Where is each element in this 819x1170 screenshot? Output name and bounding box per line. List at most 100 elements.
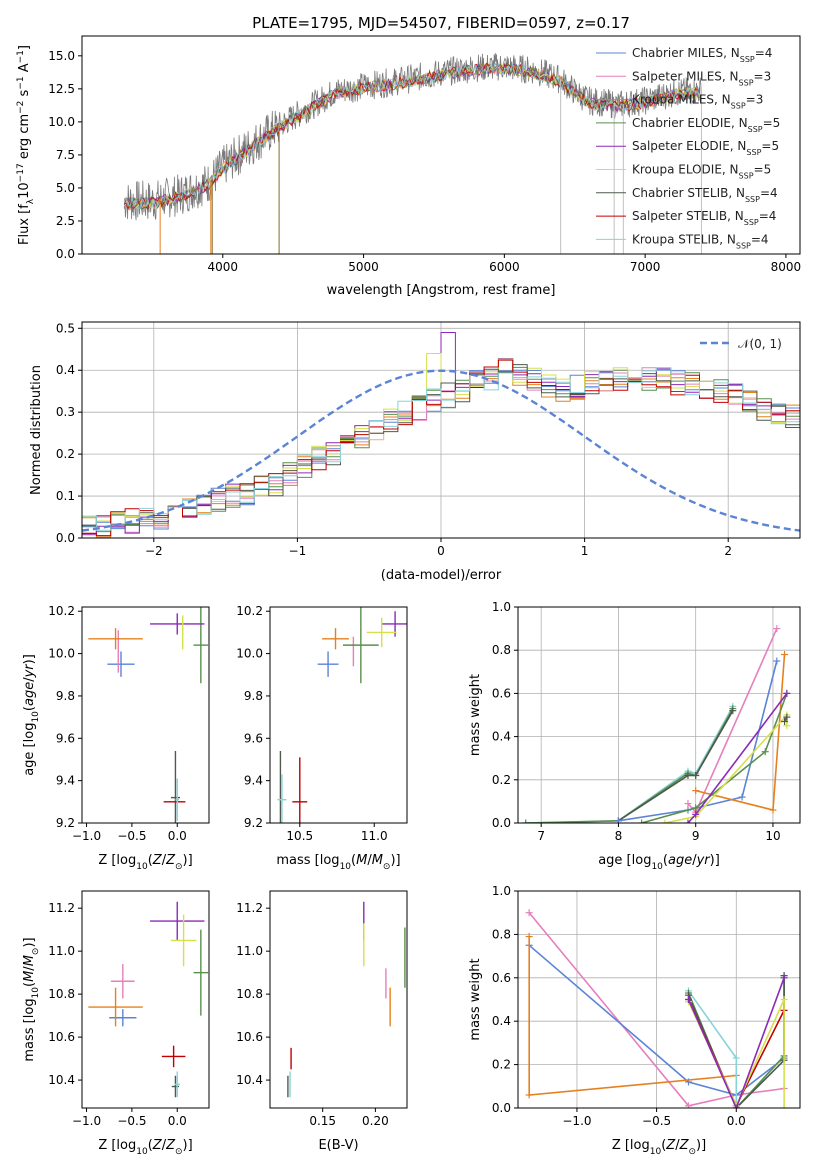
x-axis-label: Z [log10(Z/Z⊙)]: [98, 1138, 192, 1157]
data-point: [150, 613, 205, 635]
axes-mass_vs_ebv: 0.15 0.20 10.4 10.6 10.8 11.0 11.2 E(B-V): [236, 890, 408, 1153]
y-axis-label: mass weight: [468, 674, 483, 756]
axes-age_vs_mass: 10.5 11.0 9.2 9.4 9.6 9.8 10.0 10.2 mass [log10(…: [236, 604, 408, 872]
x-axis-label: mass [log10(M/M⊙)]: [276, 853, 400, 872]
histogram-series-0: [82, 369, 800, 538]
y-tick-label: 10.6: [236, 1030, 263, 1044]
y-tick-label: 0.2: [492, 1058, 511, 1072]
x-tick-label: 0.0: [727, 1114, 746, 1128]
x-tick-label: 7000: [630, 260, 661, 274]
histogram-series-3: [82, 358, 800, 538]
axes-frame: [81, 606, 210, 824]
y-tick-label: 0.0: [492, 1101, 511, 1115]
plot-area-residuals: [82, 332, 800, 538]
y-tick-label: 9.6: [244, 731, 263, 745]
chart-title: PLATE=1795, MJD=54507, FIBERID=0597, z=0…: [252, 14, 630, 32]
weight-series-line: [617, 710, 734, 822]
weight-marker: [783, 722, 791, 730]
weight-marker: [525, 1091, 533, 1099]
legend-label: Chabrier ELODIE, NSSP=5: [632, 116, 780, 133]
y-tick-label: 10.8: [48, 987, 75, 1001]
data-point: [175, 778, 180, 821]
weight-marker: [522, 819, 530, 823]
y-tick-label: 10.8: [236, 987, 263, 1001]
data-point: [171, 1075, 180, 1098]
y-tick-label: 0.8: [492, 643, 511, 657]
x-tick-label: −1.0: [562, 1114, 591, 1128]
data-point: [277, 774, 287, 823]
y-axis-label: mass [log10(M/M⊙)]: [22, 937, 41, 1061]
y-axis-label: age [log10(age/yr)]: [22, 654, 41, 776]
x-tick-label: 1: [581, 544, 589, 558]
histogram-series-6: [82, 364, 800, 538]
y-tick-label: 9.6: [56, 731, 75, 745]
weight-marker: [781, 717, 789, 725]
histogram-series-5: [82, 353, 800, 538]
y-axis-label: mass weight: [468, 958, 483, 1040]
legend-label: Kroupa ELODIE, NSSP=5: [632, 163, 771, 181]
axes-frame: [81, 35, 801, 255]
weight-marker: [661, 819, 669, 823]
weight-marker: [780, 974, 788, 982]
legend-label: 𝒩(0, 1): [738, 337, 782, 351]
weight-marker: [684, 1102, 692, 1108]
x-tick-label: 7: [537, 829, 545, 843]
weight-marker: [773, 657, 781, 665]
axes-residuals: −2 −1 0 1 2 0.0 0.1 0.2 0.3 0.4 0.5 (data-model)/er…: [29, 321, 801, 583]
y-tick-label: 0.2: [492, 773, 511, 787]
axes-mass_vs_Z: −1.0 −0.5 0.0 10.4 10.6 10.8 11.0 11.2 Z [log10(…: [22, 890, 210, 1157]
legend-label: Chabrier STELIB, NSSP=4: [632, 186, 778, 204]
weight-marker: [692, 810, 700, 818]
histogram-series-1: [82, 358, 800, 538]
y-tick-label: 11.0: [236, 944, 263, 958]
weight-series-line: [528, 912, 785, 1107]
weight-marker: [780, 1104, 788, 1108]
y-tick-label: 5.0: [56, 181, 75, 195]
data-point: [111, 964, 135, 999]
legend-label: Salpeter ELODIE, NSSP=5: [632, 139, 779, 157]
x-tick-label: 9: [692, 829, 700, 843]
y-tick-label: 12.5: [48, 82, 75, 96]
plot-area-weight_vs_age: [522, 625, 791, 823]
weight-marker: [729, 707, 737, 715]
weight-series-line: [528, 936, 737, 1096]
weight-marker: [780, 996, 788, 1003]
legend-entry: Kroupa MILES, NSSP=3: [596, 93, 763, 111]
normal-reference-curve: [82, 369, 800, 532]
x-tick-label: 11.0: [361, 829, 388, 843]
x-tick-label: 8: [615, 829, 623, 843]
y-axis-label: Normed distribution: [29, 365, 44, 495]
y-tick-label: 0.4: [492, 1014, 511, 1028]
histogram-series-7: [82, 359, 800, 538]
legend-label: Salpeter STELIB, NSSP=4: [632, 209, 776, 227]
y-tick-label: 10.6: [48, 1030, 75, 1044]
y-tick-label: 15.0: [48, 49, 75, 63]
data-point: [322, 628, 349, 650]
weight-marker: [773, 625, 781, 633]
legend-label: Kroupa STELIB, NSSP=4: [632, 232, 769, 250]
axes-frame: [517, 890, 801, 1109]
weight-marker: [783, 689, 791, 697]
model-spectrum-line-7: [124, 62, 700, 211]
y-tick-label: 9.4: [56, 774, 75, 788]
weight-series-line: [687, 977, 785, 1108]
axes-weight_vs_Z: −1.0 −0.5 0.0 0.0 0.2 0.4 0.6 0.8 1.0 Z [log10(Z/…: [468, 884, 801, 1157]
legend-entry: Chabrier ELODIE, NSSP=5: [596, 116, 780, 133]
histogram-series-8: [82, 367, 800, 538]
weight-marker: [738, 793, 746, 801]
legend: 𝒩(0, 1): [700, 337, 782, 351]
weight-marker: [732, 1054, 740, 1062]
axes-frame: [81, 890, 210, 1109]
plot-area-mass_vs_Z: [88, 901, 209, 1098]
weight-marker: [761, 748, 769, 756]
y-tick-label: 10.0: [48, 115, 75, 129]
axes-weight_vs_age: 7 8 9 10 0.0 0.2 0.4 0.6 0.8 1.0 age [log10(age/yr…: [468, 600, 801, 872]
x-tick-label: −0.5: [642, 1114, 671, 1128]
weight-marker: [638, 819, 646, 823]
x-tick-label: 0.0: [168, 1114, 187, 1128]
x-tick-label: 2: [724, 544, 732, 558]
x-axis-label: Z [log10(Z/Z⊙)]: [98, 853, 192, 872]
x-axis-label: wavelength [Angstrom, rest frame]: [327, 283, 556, 298]
model-spectrum-line-8: [123, 62, 701, 210]
legend-label: Kroupa MILES, NSSP=3: [632, 93, 763, 111]
